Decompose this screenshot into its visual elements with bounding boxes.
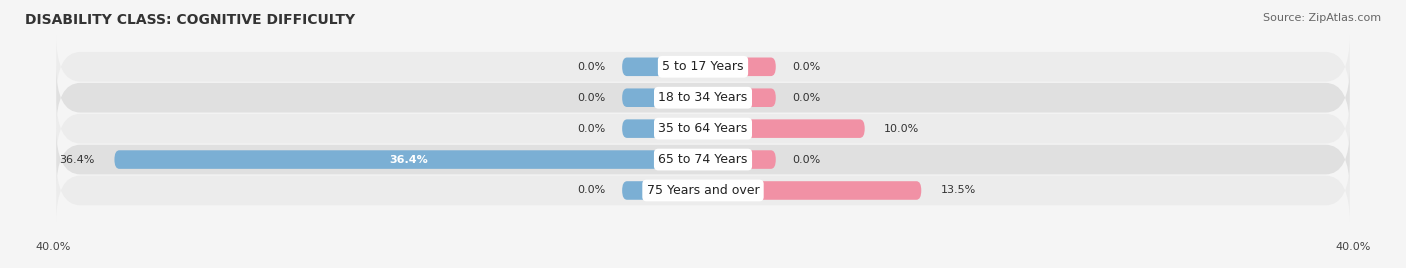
Text: 5 to 17 Years: 5 to 17 Years xyxy=(662,60,744,73)
Text: 10.0%: 10.0% xyxy=(884,124,920,134)
Text: 36.4%: 36.4% xyxy=(59,155,96,165)
FancyBboxPatch shape xyxy=(703,181,921,200)
FancyBboxPatch shape xyxy=(56,66,1350,129)
Text: 40.0%: 40.0% xyxy=(1336,242,1371,252)
FancyBboxPatch shape xyxy=(621,181,703,200)
Text: 0.0%: 0.0% xyxy=(792,155,820,165)
Text: 0.0%: 0.0% xyxy=(578,62,606,72)
FancyBboxPatch shape xyxy=(703,58,776,76)
FancyBboxPatch shape xyxy=(621,88,703,107)
Text: 75 Years and over: 75 Years and over xyxy=(647,184,759,197)
Text: 0.0%: 0.0% xyxy=(792,62,820,72)
Text: 0.0%: 0.0% xyxy=(578,93,606,103)
FancyBboxPatch shape xyxy=(56,97,1350,160)
FancyBboxPatch shape xyxy=(621,58,703,76)
FancyBboxPatch shape xyxy=(703,150,776,169)
Text: 13.5%: 13.5% xyxy=(941,185,976,195)
Text: 0.0%: 0.0% xyxy=(792,93,820,103)
FancyBboxPatch shape xyxy=(56,35,1350,98)
FancyBboxPatch shape xyxy=(114,150,703,169)
FancyBboxPatch shape xyxy=(703,88,776,107)
FancyBboxPatch shape xyxy=(703,119,865,138)
Text: 36.4%: 36.4% xyxy=(389,155,427,165)
FancyBboxPatch shape xyxy=(56,128,1350,191)
Text: 40.0%: 40.0% xyxy=(35,242,70,252)
Text: 18 to 34 Years: 18 to 34 Years xyxy=(658,91,748,104)
Text: 65 to 74 Years: 65 to 74 Years xyxy=(658,153,748,166)
FancyBboxPatch shape xyxy=(621,119,703,138)
FancyBboxPatch shape xyxy=(56,159,1350,222)
Text: 0.0%: 0.0% xyxy=(578,185,606,195)
Text: DISABILITY CLASS: COGNITIVE DIFFICULTY: DISABILITY CLASS: COGNITIVE DIFFICULTY xyxy=(25,13,356,27)
Text: 0.0%: 0.0% xyxy=(578,124,606,134)
Text: 35 to 64 Years: 35 to 64 Years xyxy=(658,122,748,135)
Text: Source: ZipAtlas.com: Source: ZipAtlas.com xyxy=(1263,13,1381,23)
